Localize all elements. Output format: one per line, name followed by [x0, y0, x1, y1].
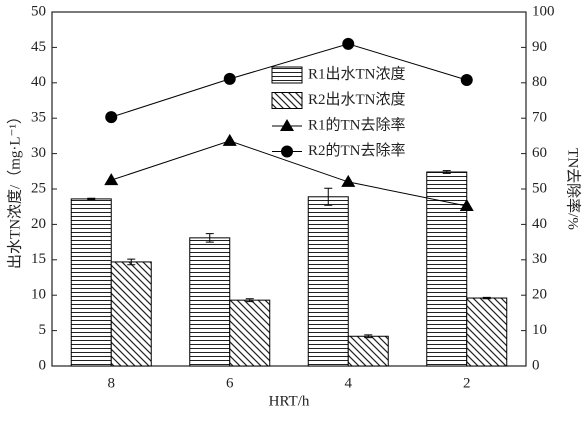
bar	[70, 198, 112, 367]
bar	[189, 237, 231, 367]
x-axis-label: HRT/h	[269, 393, 310, 409]
error-bar	[364, 334, 373, 339]
legend-label: R2的TN去除率	[308, 142, 406, 159]
y2-tick-label: 100	[532, 3, 555, 19]
legend-label: R1出水TN浓度	[308, 65, 406, 82]
line	[111, 43, 467, 118]
y2-tick-label: 0	[532, 357, 540, 373]
line-marker	[104, 173, 119, 186]
y2-tick-label: 20	[532, 287, 547, 303]
y2-tick-label: 80	[532, 74, 547, 90]
x-tick-label: 8	[108, 375, 116, 391]
bar	[110, 261, 152, 367]
error-bar	[87, 197, 96, 201]
line-marker	[341, 174, 356, 187]
legend-label: R2出水TN浓度	[308, 91, 406, 108]
y2-tick-label: 40	[532, 216, 547, 232]
bar	[307, 196, 349, 367]
line	[111, 140, 467, 207]
line-marker	[223, 72, 236, 85]
error-bar	[127, 258, 136, 266]
y-tick-label: 0	[39, 357, 47, 373]
legend-swatch	[271, 92, 303, 109]
error-bar	[442, 170, 451, 174]
line-marker	[105, 111, 118, 124]
y-tick-label: 30	[31, 145, 46, 161]
y2-tick-label: 50	[532, 180, 547, 196]
error-bar	[245, 298, 254, 303]
y-axis-label: 出水TN浓度/（mg·L⁻¹）	[6, 109, 23, 269]
line-marker	[459, 198, 474, 211]
error-bar	[324, 187, 333, 206]
y-tick-label: 20	[31, 216, 46, 232]
legend-label: R1的TN去除率	[308, 116, 406, 133]
bar	[229, 299, 271, 367]
x-tick-label: 2	[463, 375, 471, 391]
error-bar	[205, 233, 214, 243]
line-marker	[460, 73, 473, 86]
x-tick-label: 6	[226, 375, 234, 391]
legend-marker	[280, 119, 294, 131]
y2-tick-label: 60	[532, 145, 547, 161]
y-tick-label: 15	[31, 251, 46, 267]
error-bar	[482, 296, 491, 300]
y2-axis-label: TN去除率/%	[565, 148, 582, 230]
y-tick-label: 10	[31, 287, 46, 303]
x-tick-label: 4	[345, 375, 353, 391]
bar	[466, 297, 508, 367]
bar	[426, 171, 468, 367]
y2-tick-label: 30	[532, 251, 547, 267]
legend-marker	[281, 145, 293, 158]
line-marker	[342, 37, 355, 50]
y2-tick-label: 10	[532, 322, 547, 338]
y-tick-label: 45	[31, 39, 46, 55]
y-tick-label: 50	[31, 3, 46, 19]
y2-tick-label: 90	[532, 39, 547, 55]
bar	[347, 335, 389, 367]
y-tick-label: 5	[39, 322, 47, 338]
legend-swatch	[271, 66, 303, 84]
y2-tick-label: 70	[532, 110, 547, 126]
y-tick-label: 40	[31, 74, 46, 90]
y-tick-label: 25	[31, 180, 46, 196]
y-tick-label: 35	[31, 110, 46, 126]
line-marker	[222, 133, 237, 146]
